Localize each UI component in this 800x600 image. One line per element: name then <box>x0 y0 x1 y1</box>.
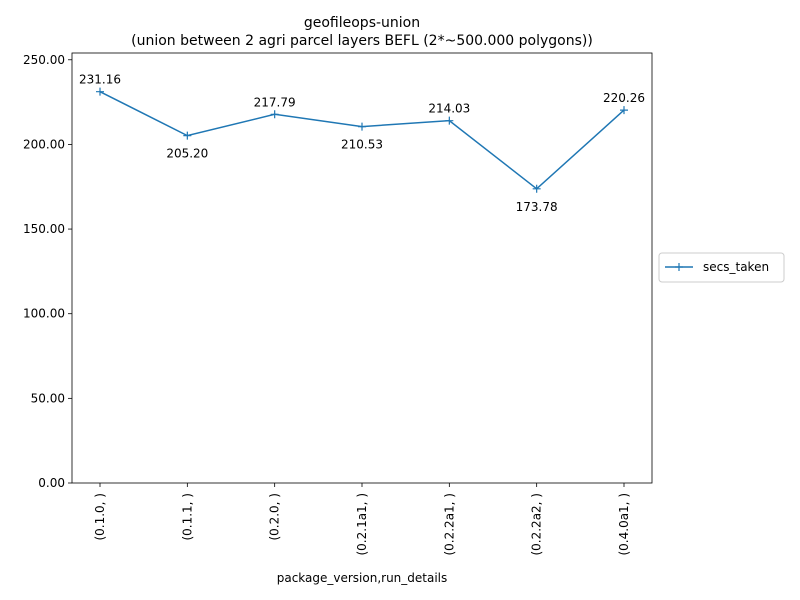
series-layer <box>96 87 628 193</box>
x-tick-label: (0.2.2a1, ) <box>442 493 456 556</box>
x-tick-label: (0.1.0, ) <box>93 493 107 541</box>
y-tick-label: 100.00 <box>23 307 65 321</box>
data-label: 220.26 <box>603 91 645 105</box>
y-tick-label: 250.00 <box>23 53 65 67</box>
legend: secs_taken <box>658 252 785 283</box>
legend-box <box>658 252 785 283</box>
data-label: 210.53 <box>341 138 383 152</box>
plot-area <box>71 52 653 484</box>
legend-series-marker <box>675 263 683 271</box>
data-point-marker <box>183 131 192 140</box>
y-axis: 0.00 50.00 100.00 150.00 200.00 250.00 <box>23 53 72 490</box>
y-tick-label: 200.00 <box>23 137 65 151</box>
x-tick-label: (0.1.1, ) <box>180 493 194 541</box>
data-point-marker <box>358 122 366 131</box>
data-point-marker <box>620 106 628 115</box>
legend-series-label: secs_taken <box>703 260 769 274</box>
chart-title: geofileops-union <box>304 15 420 31</box>
data-point-marker <box>445 116 454 125</box>
data-labels: 231.16 205.20 217.79 210.53 214.03 173.78 220.… <box>79 73 645 214</box>
x-tick-label: (0.2.2a2, ) <box>530 493 544 556</box>
y-tick-label: 0.00 <box>38 476 65 490</box>
data-label: 214.03 <box>428 102 470 116</box>
data-label: 173.78 <box>516 200 558 214</box>
y-tick-label: 150.00 <box>23 222 65 236</box>
x-tick-label: (0.4.0a1, ) <box>617 493 631 556</box>
data-label: 205.20 <box>166 147 208 161</box>
y-tick-label: 50.00 <box>31 391 65 405</box>
x-tick-label: (0.2.0, ) <box>268 493 282 541</box>
x-axis-label: package_version,run_details <box>277 571 448 585</box>
data-point-marker <box>96 87 104 96</box>
data-label: 231.16 <box>79 73 121 87</box>
data-point-marker <box>270 110 279 119</box>
data-label: 217.79 <box>254 95 296 109</box>
x-tick-label: (0.2.1a1, ) <box>355 493 369 556</box>
chart-subtitle: (union between 2 agri parcel layers BEFL… <box>131 33 593 49</box>
x-axis: (0.1.0, ) (0.1.1, ) (0.2.0, ) (0.2.1a1, ) (0… <box>93 483 631 556</box>
data-point-marker <box>532 184 541 193</box>
